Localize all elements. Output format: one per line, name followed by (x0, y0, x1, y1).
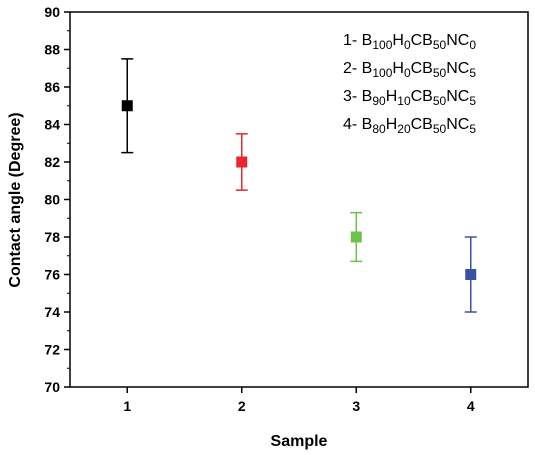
x-axis-title: Sample (271, 433, 328, 450)
y-tick-label: 76 (44, 267, 60, 283)
x-tick-label: 1 (123, 398, 131, 414)
y-tick-label: 82 (44, 154, 60, 170)
square-marker (121, 100, 133, 112)
y-tick-label: 86 (44, 79, 60, 95)
y-tick-label: 70 (44, 379, 60, 395)
square-marker (236, 156, 248, 168)
legend-entry-1: 1- B100H0CB50NC0 (343, 32, 476, 52)
legend-entry-4: 4- B80H20CB50NC5 (343, 116, 476, 136)
y-tick-label: 88 (44, 42, 60, 58)
y-tick-label: 74 (44, 304, 60, 320)
y-axis-title: Contact angle (Degree) (7, 112, 24, 287)
legend: 1- B100H0CB50NC0 2- B100H0CB50NC5 3- B90H1… (343, 32, 476, 136)
x-tick-label: 4 (467, 398, 475, 414)
y-tick-label: 78 (44, 229, 60, 245)
y-tick-label: 80 (44, 192, 60, 208)
y-tick-label: 90 (44, 4, 60, 20)
legend-entry-2: 2- B100H0CB50NC5 (343, 60, 476, 80)
y-tick-label: 72 (44, 342, 60, 358)
data-point-2 (235, 133, 248, 191)
data-points (121, 58, 477, 313)
y-tick-label: 84 (44, 117, 60, 133)
x-tick-label: 2 (238, 398, 246, 414)
x-axis: 1 2 3 4 (123, 387, 475, 414)
data-point-1 (121, 58, 134, 154)
square-marker (350, 231, 362, 243)
data-point-4 (464, 236, 477, 313)
x-tick-label: 3 (352, 398, 360, 414)
legend-entry-3: 3- B90H10CB50NC5 (343, 88, 476, 108)
data-point-3 (350, 211, 363, 263)
square-marker (465, 269, 477, 280)
y-axis: 70 72 74 76 78 80 82 84 86 88 90 (44, 4, 70, 395)
